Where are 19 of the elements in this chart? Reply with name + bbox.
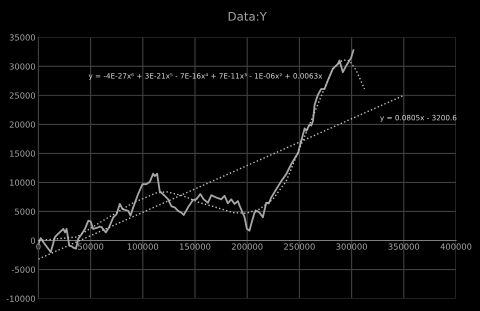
y-tick-label: 30000 [10, 63, 36, 70]
y-tick-label: -10000 [6, 296, 36, 302]
y-tick-label: 35000 [10, 34, 36, 41]
chart-title: Data:Y [228, 12, 267, 21]
y-tick-label: 10000 [10, 179, 36, 186]
y-tick-label: 0 [30, 237, 36, 244]
x-tick-label: 100000 [128, 243, 158, 250]
y-tick-label: 15000 [10, 150, 36, 157]
x-tick-label: 150000 [180, 243, 210, 250]
x-tick-label: 250000 [284, 243, 315, 250]
y-tick-label: 25000 [10, 92, 36, 99]
x-tick-label: 350000 [388, 243, 420, 250]
y-tick-label: 5000 [15, 208, 36, 215]
y-tick-label: -5000 [12, 266, 36, 273]
x-tick-label: 50000 [78, 243, 104, 250]
x-tick-label: 400000 [440, 243, 472, 250]
x-tick-label: 300000 [336, 243, 367, 250]
y-tick-label: 20000 [10, 121, 36, 128]
x-tick-label: 200000 [232, 243, 263, 250]
